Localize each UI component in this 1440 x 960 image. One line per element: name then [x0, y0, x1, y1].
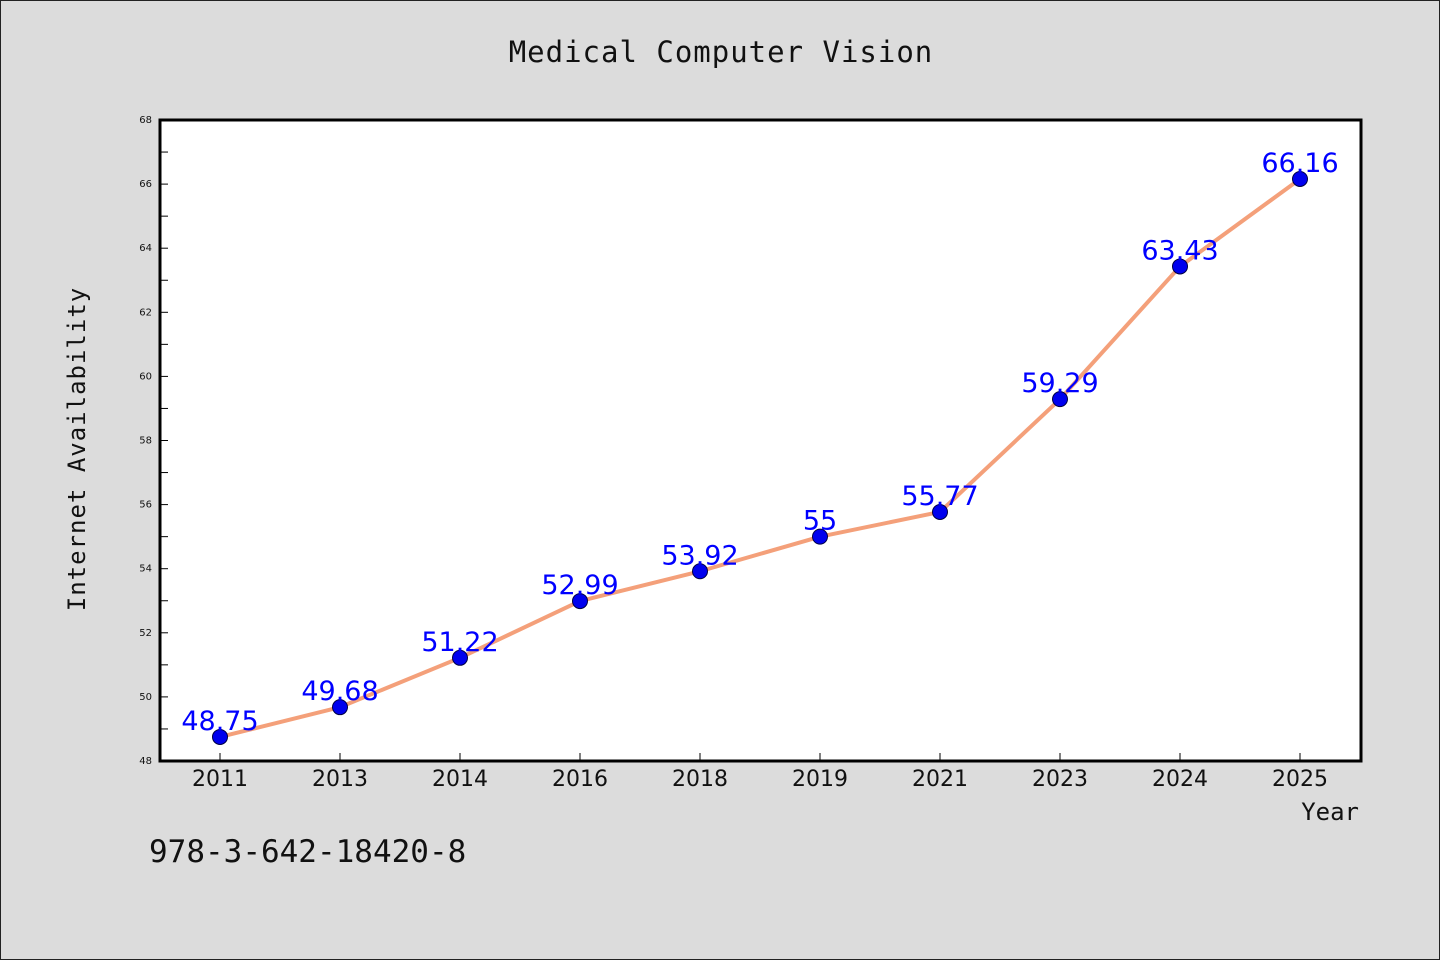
data-point: [1292, 170, 1308, 187]
x-tick-label: 2023: [1032, 767, 1088, 792]
y-tick-label: 68: [139, 115, 152, 126]
x-tick-label: 2016: [552, 767, 608, 792]
data-point: [812, 528, 828, 545]
data-point: [332, 699, 348, 716]
plot-area: [158, 118, 1363, 763]
data-point: [692, 563, 708, 580]
data-label: 55: [803, 506, 837, 537]
x-axis-label: Year: [1301, 798, 1359, 826]
data-point: [212, 728, 228, 745]
y-tick-label: 60: [139, 371, 152, 382]
y-tick-label: 52: [139, 628, 152, 639]
series-line: [218, 176, 1302, 739]
data-point: [932, 503, 948, 520]
data-label: 53.92: [661, 540, 738, 571]
data-label: 55.77: [901, 481, 978, 512]
y-tick-label: 50: [139, 692, 152, 703]
x-tick-label: 2014: [432, 767, 488, 792]
x-tick-label: 2011: [192, 767, 248, 792]
y-tick-label: 48: [139, 756, 152, 767]
y-tick-label: 66: [139, 179, 152, 190]
y-tick-label: 62: [139, 307, 152, 318]
data-label: 49.68: [301, 676, 378, 707]
data-label: 51.22: [421, 627, 498, 658]
x-tick-label: 2018: [672, 767, 728, 792]
data-point: [572, 593, 588, 610]
x-tick-label: 2024: [1152, 767, 1208, 792]
data-point: [1172, 258, 1188, 275]
data-label: 48.75: [181, 706, 258, 737]
data-point: [452, 649, 468, 666]
y-tick-label: 56: [139, 500, 152, 511]
data-label: 66.16: [1261, 148, 1338, 179]
isbn-footnote: 978-3-642-18420-8: [149, 834, 467, 870]
data-label: 52.99: [541, 570, 618, 601]
y-tick-label: 64: [139, 243, 152, 254]
x-tick-label: 2019: [792, 767, 848, 792]
y-tick-label: 58: [139, 436, 152, 447]
data-label: 63.43: [1141, 235, 1218, 266]
data-label: 59.29: [1021, 368, 1098, 399]
x-tick-label: 2013: [312, 767, 368, 792]
x-tick-label: 2021: [912, 767, 968, 792]
y-tick-label: 54: [139, 564, 152, 575]
data-point: [1052, 391, 1068, 408]
x-tick-label: 2025: [1272, 767, 1328, 792]
chart-title: Medical Computer Vision: [508, 35, 934, 69]
